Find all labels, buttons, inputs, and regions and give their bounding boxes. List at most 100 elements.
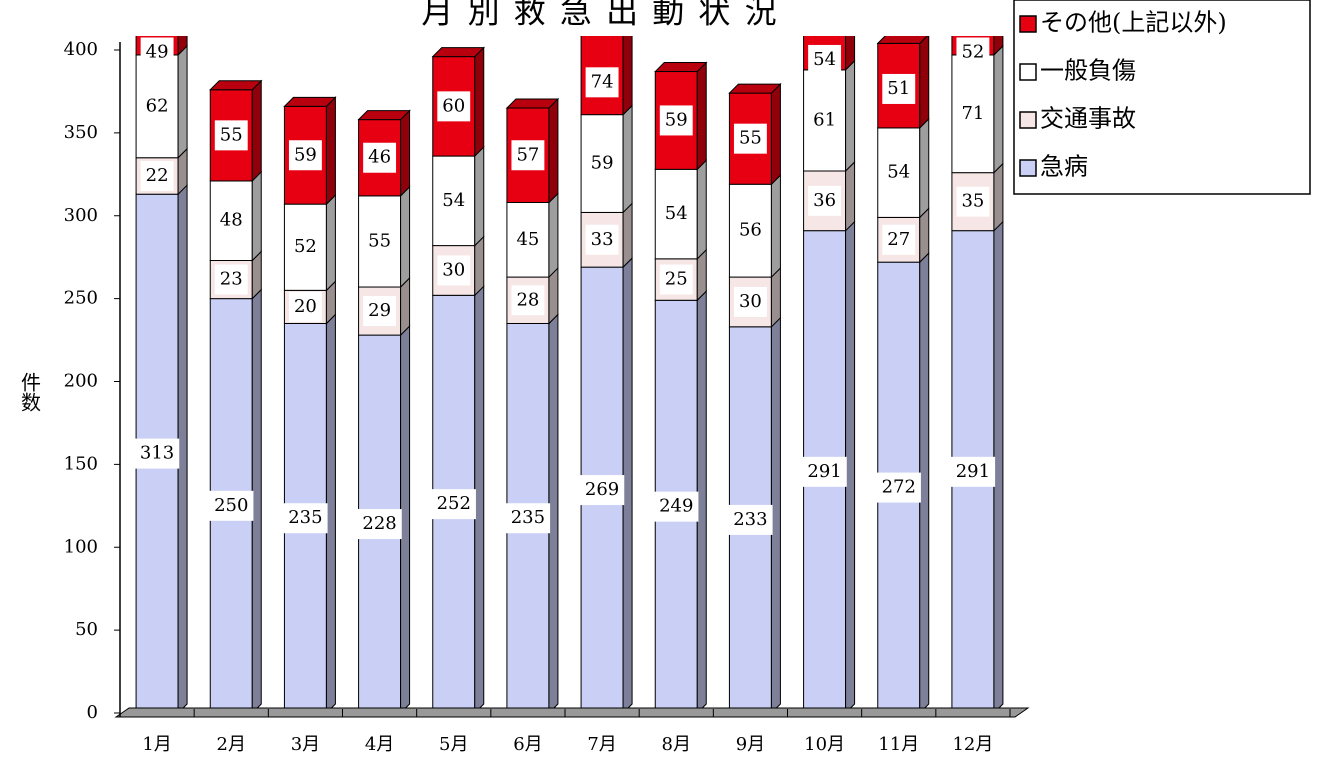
legend-swatch (1019, 15, 1037, 33)
bar-segment-side (993, 36, 1004, 57)
data-label: 235 (511, 507, 545, 528)
data-label: 54 (813, 49, 836, 70)
data-label: 56 (739, 220, 762, 241)
data-label: 62 (146, 95, 169, 116)
data-label-bg (808, 185, 842, 216)
data-label: 59 (294, 144, 317, 165)
data-label-bg (357, 509, 402, 540)
chart-title: 月 別 救 急 出 動 状 況 (421, 0, 778, 31)
data-label: 55 (739, 128, 762, 149)
bar-segment-side (845, 220, 856, 715)
bar-segment-side (548, 313, 559, 715)
data-label-bg (659, 105, 693, 136)
bar-segment-side (919, 117, 930, 219)
data-label-bg (950, 456, 996, 487)
data-label: 49 (146, 41, 169, 62)
x-tick-label: 10月 (804, 734, 845, 755)
x-tick-label: 7月 (587, 734, 616, 755)
data-label: 249 (659, 496, 693, 517)
data-label-bg (363, 226, 397, 257)
data-label-bg (579, 475, 625, 506)
data-label: 20 (294, 296, 317, 317)
legend-label: 一般負傷 (1040, 57, 1136, 85)
data-label: 28 (516, 289, 539, 310)
bar-segment-side (622, 202, 633, 269)
data-label-bg (511, 285, 545, 316)
data-label-bg (288, 291, 322, 322)
data-label: 55 (220, 124, 243, 145)
bar-segment-side (548, 97, 559, 204)
data-label-bg (733, 215, 767, 246)
data-label-bg (808, 44, 842, 75)
bar-segment-side (696, 159, 707, 261)
bar-segment-side (177, 44, 188, 159)
legend-swatch (1019, 111, 1037, 129)
bar-top (209, 80, 263, 91)
data-label: 57 (516, 144, 539, 165)
data-label: 252 (437, 493, 471, 514)
bar-segment-side (177, 36, 188, 57)
data-label: 30 (739, 291, 762, 312)
data-label: 60 (442, 95, 465, 116)
data-label-bg (956, 98, 990, 129)
data-label: 233 (733, 509, 767, 530)
x-tick-label: 8月 (662, 734, 691, 755)
legend-label: 交通事故 (1040, 105, 1136, 133)
bar-top (728, 83, 782, 94)
y-tick-label: 0 (87, 702, 98, 723)
data-label: 61 (813, 109, 836, 130)
bar-segment-side (177, 183, 188, 715)
data-label: 54 (442, 190, 465, 211)
bar-segment-side (993, 220, 1004, 715)
data-label: 54 (887, 162, 910, 183)
bar-segment-side (770, 174, 781, 279)
bar-segment-side (696, 61, 707, 171)
bar-segment-side (325, 96, 336, 206)
bar-segment-side (770, 316, 781, 715)
data-label-bg (659, 264, 693, 295)
bar-segment-side (548, 192, 559, 279)
data-label-bg (214, 120, 248, 151)
data-label-bg (876, 472, 921, 503)
bar-segment-side (993, 162, 1004, 232)
data-label-bg (733, 123, 767, 154)
bar-segment-side (251, 288, 262, 715)
data-label: 52 (961, 41, 984, 62)
bar-segment-side (474, 285, 485, 715)
data-label-bg (214, 264, 248, 295)
legend-box (1013, 0, 1311, 195)
data-label-bg (733, 286, 767, 317)
data-label-bg (882, 73, 916, 104)
y-tick-label: 400 (64, 39, 98, 60)
x-tick-label: 4月 (365, 734, 394, 755)
bar-segment-side (400, 324, 411, 715)
legend-label: その他(上記以外) (1040, 9, 1227, 37)
data-label-bg (283, 503, 328, 534)
data-label-bg (437, 91, 471, 122)
data-label: 269 (585, 479, 619, 500)
data-label: 23 (220, 269, 243, 290)
x-tick-label: 5月 (439, 734, 468, 755)
bar-segment-side (400, 109, 411, 198)
legend-swatch (1019, 63, 1037, 81)
x-tick-label: 12月 (952, 734, 993, 755)
bar-segment-side (993, 44, 1004, 174)
bar-segment-side (622, 256, 633, 715)
data-label: 33 (591, 229, 614, 250)
data-label: 250 (214, 495, 248, 516)
data-label: 272 (882, 477, 916, 498)
y-axis-label: 件数 (18, 372, 42, 412)
y-tick-label: 250 (64, 288, 98, 309)
data-label: 46 (368, 147, 391, 168)
x-tick-label: 11月 (878, 734, 919, 755)
data-label-bg (956, 37, 990, 68)
data-label-bg (209, 490, 254, 521)
data-label: 36 (813, 190, 836, 211)
data-label-bg (659, 199, 693, 230)
data-label: 71 (961, 103, 984, 124)
data-label-bg (140, 160, 174, 191)
bar-segment-side (474, 145, 485, 247)
data-label-bg (808, 105, 842, 136)
data-label-bg (585, 148, 619, 179)
